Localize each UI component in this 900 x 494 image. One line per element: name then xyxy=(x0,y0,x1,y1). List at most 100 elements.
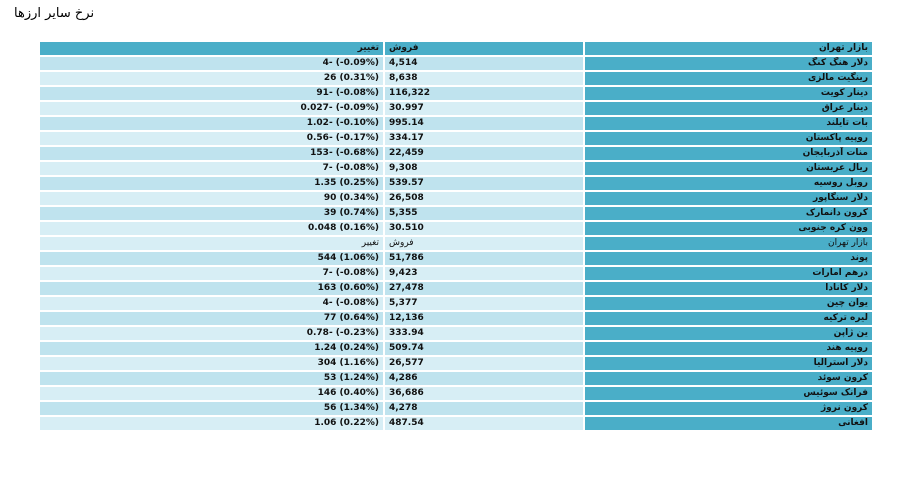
rate-change: 91- (-0.08%) xyxy=(40,87,383,100)
rate-sell: 8,638 xyxy=(385,72,583,85)
rate-change: 0.78- (-0.23%) xyxy=(40,327,383,340)
currency-name: دینار عراق xyxy=(585,102,872,115)
table-row: 39 (0.74%) 5,355 کرون دانمارک xyxy=(40,207,872,220)
rate-sell: 30.997 xyxy=(385,102,583,115)
rate-sell: 4,278 xyxy=(385,402,583,415)
rate-change: 1.35 (0.25%) xyxy=(40,177,383,190)
table-row: 304 (1.16%) 26,577 دلار استرالیا xyxy=(40,357,872,370)
table-row: 1.24 (0.24%) 509.74 روپیه هند xyxy=(40,342,872,355)
currency-name: پوند xyxy=(585,252,872,265)
rate-change: 0.027- (-0.09%) xyxy=(40,102,383,115)
rate-change: 544 (1.06%) xyxy=(40,252,383,265)
table-header-row: تغییر فروش بازار تهران xyxy=(40,42,872,55)
table-row: 1.35 (0.25%) 539.57 روبل روسیه xyxy=(40,177,872,190)
table-row: 7- (-0.08%) 9,423 درهم امارات xyxy=(40,267,872,280)
rate-change: 7- (-0.08%) xyxy=(40,162,383,175)
table-row: 91- (-0.08%) 116,322 دینار کویت xyxy=(40,87,872,100)
table-row: 56 (1.34%) 4,278 کرون نروژ xyxy=(40,402,872,415)
currency-name: کرون سوئد xyxy=(585,372,872,385)
rate-sell: 487.54 xyxy=(385,417,583,430)
currency-name: فرانک سوئیس xyxy=(585,387,872,400)
rate-sell: 539.57 xyxy=(385,177,583,190)
currency-name: کرون نروژ xyxy=(585,402,872,415)
rate-change: 1.24 (0.24%) xyxy=(40,342,383,355)
rate-change: 163 (0.60%) xyxy=(40,282,383,295)
table-row: 146 (0.40%) 36,686 فرانک سوئیس xyxy=(40,387,872,400)
currency-name: درهم امارات xyxy=(585,267,872,280)
currency-name: وون کره جنوبی xyxy=(585,222,872,235)
table-row: 77 (0.64%) 12,136 لیره ترکیه xyxy=(40,312,872,325)
currency-name: ین ژاپن xyxy=(585,327,872,340)
currency-name: روپیه هند xyxy=(585,342,872,355)
currency-name: منات آذربایجان xyxy=(585,147,872,160)
rate-sell: 5,355 xyxy=(385,207,583,220)
table-row: 153- (-0.68%) 22,459 منات آذربایجان xyxy=(40,147,872,160)
table-row: 7- (-0.08%) 9,308 ریال عربستان xyxy=(40,162,872,175)
table-row: 1.02- (-0.10%) 995.14 بات تایلند xyxy=(40,117,872,130)
subheader-sell: فروش xyxy=(385,237,583,250)
rate-sell: 995.14 xyxy=(385,117,583,130)
rate-change: 1.02- (-0.10%) xyxy=(40,117,383,130)
rate-change: 1.06 (0.22%) xyxy=(40,417,383,430)
rate-change: 4- (-0.08%) xyxy=(40,297,383,310)
rate-sell: 51,786 xyxy=(385,252,583,265)
rate-change: 0.56- (-0.17%) xyxy=(40,132,383,145)
currency-name: کرون دانمارک xyxy=(585,207,872,220)
table-row: 0.78- (-0.23%) 333.94 ین ژاپن xyxy=(40,327,872,340)
table-row: 163 (0.60%) 27,478 دلار کانادا xyxy=(40,282,872,295)
rate-change: 39 (0.74%) xyxy=(40,207,383,220)
currency-name: دلار سنگاپور xyxy=(585,192,872,205)
currency-name: دینار کویت xyxy=(585,87,872,100)
table-row: 53 (1.24%) 4,286 کرون سوئد xyxy=(40,372,872,385)
currency-name: لیره ترکیه xyxy=(585,312,872,325)
rate-change: 77 (0.64%) xyxy=(40,312,383,325)
rate-sell: 116,322 xyxy=(385,87,583,100)
rate-sell: 509.74 xyxy=(385,342,583,355)
rate-change: 304 (1.16%) xyxy=(40,357,383,370)
table-row: 0.027- (-0.09%) 30.997 دینار عراق xyxy=(40,102,872,115)
header-change: تغییر xyxy=(40,42,383,55)
table-row: 0.048 (0.16%) 30.510 وون کره جنوبی xyxy=(40,222,872,235)
currency-name: رینگیت مالزی xyxy=(585,72,872,85)
rate-sell: 30.510 xyxy=(385,222,583,235)
rate-change: 153- (-0.68%) xyxy=(40,147,383,160)
subheader-market: بازار تهران xyxy=(585,237,872,250)
rate-sell: 26,577 xyxy=(385,357,583,370)
currency-name: بات تایلند xyxy=(585,117,872,130)
currency-rates-table: تغییر فروش بازار تهران 4- (-0.09%) 4,514 د… xyxy=(38,40,874,432)
currency-name: افغانی xyxy=(585,417,872,430)
rate-sell: 36,686 xyxy=(385,387,583,400)
rate-change: 53 (1.24%) xyxy=(40,372,383,385)
table-row: 544 (1.06%) 51,786 پوند xyxy=(40,252,872,265)
rate-sell: 9,423 xyxy=(385,267,583,280)
currency-name: روبل روسیه xyxy=(585,177,872,190)
table-row: 1.06 (0.22%) 487.54 افغانی xyxy=(40,417,872,430)
currency-name: دلار کانادا xyxy=(585,282,872,295)
page-title: نرخ سایر ارزها xyxy=(14,6,95,21)
currency-name: ریال عربستان xyxy=(585,162,872,175)
rate-change: 56 (1.34%) xyxy=(40,402,383,415)
table-subheader-row: تغییر فروش بازار تهران xyxy=(40,237,872,250)
table-row: 90 (0.34%) 26,508 دلار سنگاپور xyxy=(40,192,872,205)
rate-sell: 27,478 xyxy=(385,282,583,295)
table-row: 26 (0.31%) 8,638 رینگیت مالزی xyxy=(40,72,872,85)
rate-sell: 22,459 xyxy=(385,147,583,160)
currency-name: دلار هنگ کنگ xyxy=(585,57,872,70)
rate-sell: 5,377 xyxy=(385,297,583,310)
table-row: 4- (-0.09%) 4,514 دلار هنگ کنگ xyxy=(40,57,872,70)
header-market: بازار تهران xyxy=(585,42,872,55)
rate-change: 0.048 (0.16%) xyxy=(40,222,383,235)
rate-sell: 333.94 xyxy=(385,327,583,340)
rate-sell: 4,286 xyxy=(385,372,583,385)
rate-change: 26 (0.31%) xyxy=(40,72,383,85)
rate-sell: 9,308 xyxy=(385,162,583,175)
rate-change: 90 (0.34%) xyxy=(40,192,383,205)
rate-sell: 12,136 xyxy=(385,312,583,325)
header-sell: فروش xyxy=(385,42,583,55)
rate-change: 4- (-0.09%) xyxy=(40,57,383,70)
rate-change: 146 (0.40%) xyxy=(40,387,383,400)
table-row: 0.56- (-0.17%) 334.17 روپیه پاکستان xyxy=(40,132,872,145)
currency-name: روپیه پاکستان xyxy=(585,132,872,145)
rate-change: 7- (-0.08%) xyxy=(40,267,383,280)
currency-name: یوان چین xyxy=(585,297,872,310)
